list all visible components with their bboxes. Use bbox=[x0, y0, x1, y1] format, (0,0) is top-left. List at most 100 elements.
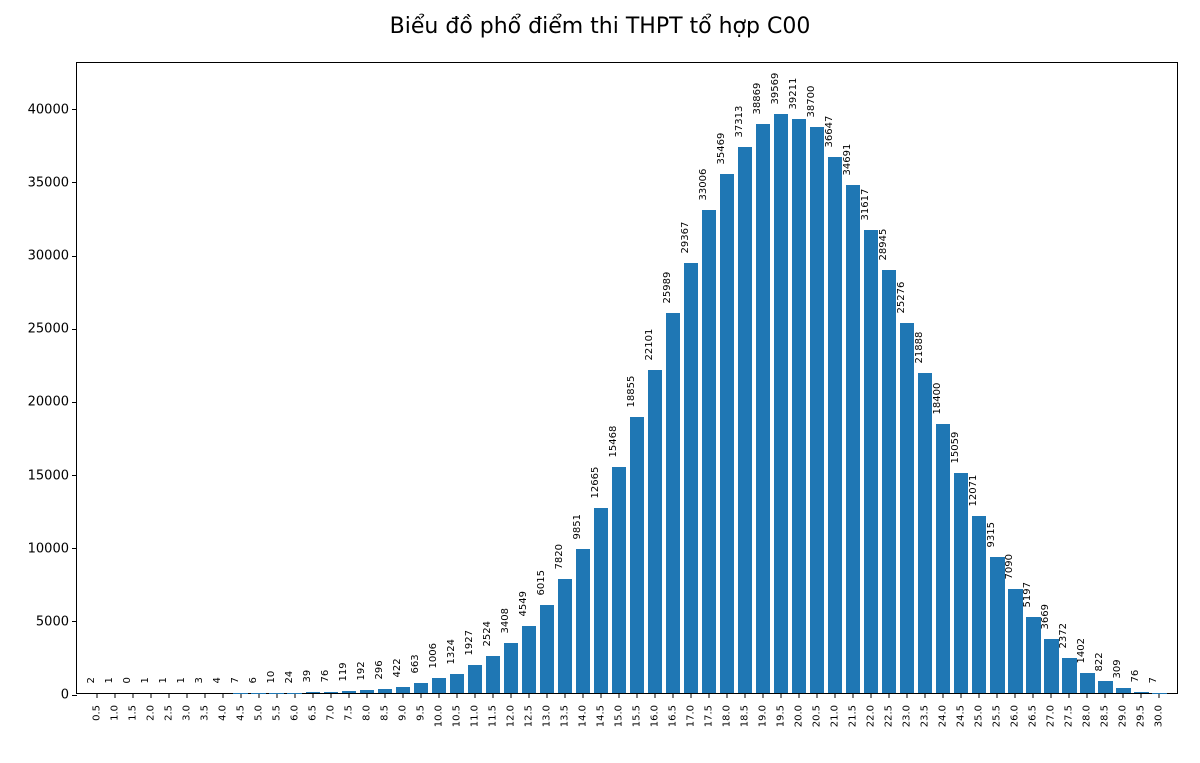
bar-value-label: 9315 bbox=[986, 522, 997, 547]
bar bbox=[666, 313, 681, 693]
bar bbox=[360, 690, 375, 693]
x-tick-label: 26.0 bbox=[1010, 705, 1021, 727]
bar-value-label: 28945 bbox=[878, 228, 889, 260]
x-tick-mark bbox=[420, 693, 421, 698]
y-tick-label: 25000 bbox=[28, 322, 69, 337]
x-tick-label: 7.0 bbox=[325, 705, 336, 721]
x-tick-label: 27.5 bbox=[1064, 705, 1075, 727]
y-tick-mark bbox=[72, 475, 77, 476]
x-tick-label: 3.0 bbox=[181, 705, 192, 721]
x-tick-mark bbox=[582, 693, 583, 698]
bar bbox=[990, 557, 1005, 693]
y-tick-mark bbox=[72, 109, 77, 110]
bar bbox=[522, 626, 537, 693]
x-tick-mark bbox=[799, 693, 800, 698]
x-tick-label: 3.5 bbox=[199, 705, 210, 721]
chart-title: Biểu đồ phổ điểm thi THPT tổ hợp C00 bbox=[0, 14, 1200, 39]
x-tick-label: 10.0 bbox=[433, 705, 444, 727]
bar bbox=[1044, 639, 1059, 693]
bar-value-label: 1 bbox=[140, 677, 151, 683]
bar-value-label: 1927 bbox=[464, 630, 475, 655]
x-tick-label: 14.5 bbox=[595, 705, 606, 727]
bar bbox=[918, 373, 933, 693]
x-tick-mark bbox=[763, 693, 764, 698]
bar bbox=[756, 124, 771, 693]
bar-value-label: 10 bbox=[266, 671, 277, 684]
bar-value-label: 822 bbox=[1094, 652, 1105, 671]
x-tick-label: 4.5 bbox=[235, 705, 246, 721]
x-tick-mark bbox=[1123, 693, 1124, 698]
bar-value-label: 29367 bbox=[680, 222, 691, 254]
bar bbox=[630, 417, 645, 693]
bar bbox=[1116, 688, 1131, 693]
y-tick-label: 0 bbox=[61, 688, 69, 703]
x-tick-label: 29.0 bbox=[1118, 705, 1129, 727]
bar-value-label: 12071 bbox=[968, 475, 979, 507]
bar-value-label: 33006 bbox=[698, 169, 709, 201]
x-tick-label: 18.5 bbox=[740, 705, 751, 727]
x-tick-label: 19.5 bbox=[776, 705, 787, 727]
x-tick-mark bbox=[655, 693, 656, 698]
bar bbox=[450, 674, 465, 693]
x-tick-label: 8.5 bbox=[379, 705, 390, 721]
x-tick-mark bbox=[474, 693, 475, 698]
x-tick-label: 11.0 bbox=[469, 705, 480, 727]
x-tick-mark bbox=[240, 693, 241, 698]
x-tick-mark bbox=[1141, 693, 1142, 698]
bar-value-label: 5197 bbox=[1022, 582, 1033, 607]
x-tick-mark bbox=[330, 693, 331, 698]
y-tick-mark bbox=[72, 329, 77, 330]
bar bbox=[612, 467, 627, 693]
x-tick-mark bbox=[222, 693, 223, 698]
bar-value-label: 76 bbox=[320, 670, 331, 683]
bar-value-label: 6015 bbox=[536, 570, 547, 595]
bar-value-label: 38700 bbox=[806, 86, 817, 118]
bar-value-label: 76 bbox=[1130, 670, 1141, 683]
x-tick-mark bbox=[438, 693, 439, 698]
x-tick-label: 12.0 bbox=[505, 705, 516, 727]
x-tick-mark bbox=[709, 693, 710, 698]
x-tick-label: 28.5 bbox=[1100, 705, 1111, 727]
x-tick-mark bbox=[402, 693, 403, 698]
x-tick-label: 5.5 bbox=[271, 705, 282, 721]
x-tick-label: 10.5 bbox=[451, 705, 462, 727]
x-tick-label: 11.5 bbox=[487, 705, 498, 727]
x-tick-label: 7.5 bbox=[343, 705, 354, 721]
x-tick-label: 13.5 bbox=[559, 705, 570, 727]
x-tick-mark bbox=[600, 693, 601, 698]
bar bbox=[576, 549, 591, 693]
x-tick-mark bbox=[168, 693, 169, 698]
x-tick-mark bbox=[384, 693, 385, 698]
bar-value-label: 1006 bbox=[428, 643, 439, 668]
x-tick-label: 22.0 bbox=[866, 705, 877, 727]
bar-value-label: 119 bbox=[338, 663, 349, 682]
bar-value-label: 2372 bbox=[1058, 623, 1069, 648]
x-tick-label: 20.5 bbox=[812, 705, 823, 727]
x-tick-mark bbox=[312, 693, 313, 698]
x-tick-label: 29.5 bbox=[1136, 705, 1147, 727]
bar-value-label: 25276 bbox=[896, 282, 907, 314]
x-tick-mark bbox=[186, 693, 187, 698]
x-tick-mark bbox=[1105, 693, 1106, 698]
bar-value-label: 34691 bbox=[842, 144, 853, 176]
bar-value-label: 422 bbox=[392, 658, 403, 677]
x-tick-label: 22.5 bbox=[884, 705, 895, 727]
x-tick-mark bbox=[1159, 693, 1160, 698]
bar-value-label: 1 bbox=[104, 677, 115, 683]
x-tick-mark bbox=[456, 693, 457, 698]
bar-value-label: 0 bbox=[122, 677, 133, 683]
x-tick-label: 16.5 bbox=[668, 705, 679, 727]
bar-value-label: 2524 bbox=[482, 621, 493, 646]
y-tick-label: 10000 bbox=[28, 541, 69, 556]
x-tick-mark bbox=[691, 693, 692, 698]
bar-value-label: 7820 bbox=[554, 544, 565, 569]
x-tick-label: 21.0 bbox=[830, 705, 841, 727]
x-tick-label: 24.0 bbox=[938, 705, 949, 727]
bar-value-label: 25989 bbox=[662, 271, 673, 303]
x-tick-mark bbox=[889, 693, 890, 698]
bar bbox=[702, 210, 717, 693]
x-tick-label: 9.0 bbox=[397, 705, 408, 721]
x-tick-mark bbox=[276, 693, 277, 698]
bar-value-label: 22101 bbox=[644, 328, 655, 360]
bar-value-label: 31617 bbox=[860, 189, 871, 221]
